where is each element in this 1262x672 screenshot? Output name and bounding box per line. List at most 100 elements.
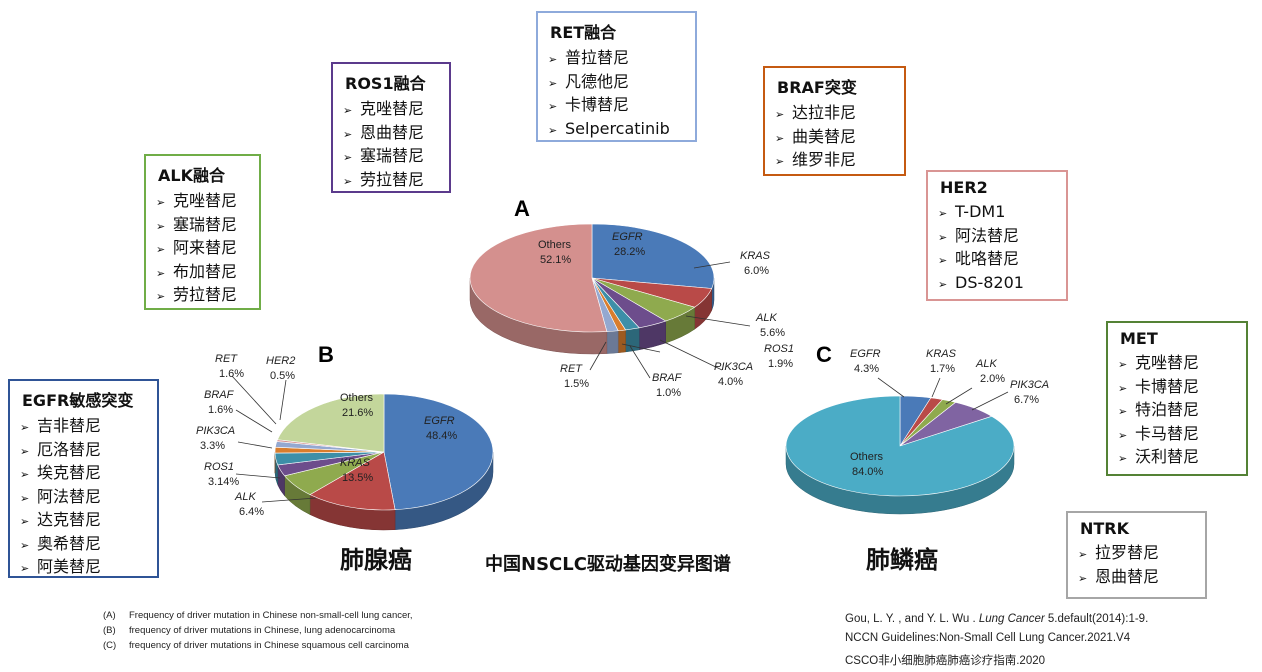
- arrow-bullet-icon: ➢: [1078, 571, 1088, 585]
- drug-name: 卡马替尼: [1135, 423, 1200, 443]
- drugbox-met-title: MET: [1120, 329, 1158, 348]
- value-label-alk: 6.4%: [239, 506, 264, 518]
- drug-name: 克唑替尼: [1135, 353, 1200, 372]
- drug-item: ➢ 凡德他尼: [548, 71, 695, 95]
- category-label-ros1: ROS1: [204, 461, 234, 473]
- drug-item: ➢ 恩曲替尼: [343, 122, 449, 146]
- drug-item: ➢ 劳拉替尼: [343, 169, 449, 193]
- drug-name: 埃克替尼: [37, 463, 102, 482]
- drugbox-alk: ALK融合 ➢ 克唑替尼 ➢ 塞瑞替尼 ➢ 阿来替尼 ➢ 布加替尼 ➢ 劳拉替尼: [144, 154, 261, 310]
- drug-item: ➢ 卡博替尼: [1118, 376, 1246, 400]
- pie-slice-kras: [309, 451, 396, 511]
- arrow-bullet-icon: ➢: [1118, 452, 1128, 465]
- category-label-alk: ALK: [755, 312, 777, 324]
- value-label-pik3ca: 6.7%: [1014, 394, 1039, 406]
- leader-line: [685, 315, 751, 327]
- drug-item: ➢ 维罗非尼: [775, 149, 904, 173]
- drug-name: 阿法替尼: [37, 486, 102, 506]
- drug-item: ➢ 阿法替尼: [938, 225, 1066, 249]
- value-label-alk: 2.0%: [980, 373, 1005, 385]
- arrow-bullet-icon: ➢: [343, 104, 353, 117]
- drugbox-ntrk-list: ➢ 拉罗替尼 ➢ 恩曲替尼: [1068, 542, 1205, 589]
- leader-line: [235, 473, 281, 479]
- drug-name: 克唑替尼: [173, 191, 238, 210]
- drug-item: ➢ 克唑替尼: [343, 98, 449, 122]
- leader-line: [589, 341, 607, 371]
- arrow-bullet-icon: ➢: [20, 562, 30, 575]
- drug-name: 奥希替尼: [37, 533, 102, 553]
- drug-name: 沃利替尼: [1135, 447, 1200, 466]
- drugbox-ros1: ROS1融合 ➢ 克唑替尼 ➢ 恩曲替尼 ➢ 塞瑞替尼 ➢ 劳拉替尼: [331, 62, 451, 193]
- value-label-egfr: 4.3%: [854, 363, 879, 375]
- category-label-others: Others: [340, 392, 374, 404]
- note-c: (C) frequency of driver mutations in Chin…: [103, 640, 409, 651]
- value-label-kras: 6.0%: [744, 265, 769, 277]
- drug-name: 恩曲替尼: [360, 122, 425, 142]
- arrow-bullet-icon: ➢: [548, 100, 558, 113]
- value-label-kras: 13.5%: [342, 472, 373, 484]
- arrow-bullet-icon: ➢: [156, 266, 166, 280]
- note-b: (B) frequency of driver mutations in Chin…: [103, 625, 396, 636]
- value-label-braf: 1.0%: [656, 387, 681, 399]
- value-label-her2: 0.5%: [270, 370, 295, 382]
- drug-name: 达克替尼: [37, 510, 102, 529]
- drug-name: 克唑替尼: [360, 99, 425, 118]
- drug-name: 阿美替尼: [37, 557, 102, 576]
- drug-name: 曲美替尼: [792, 126, 857, 146]
- value-label-pik3ca: 4.0%: [718, 376, 743, 388]
- leader-line: [693, 261, 731, 269]
- drugbox-ret-list: ➢ 普拉替尼 ➢ 凡德他尼 ➢ 卡博替尼 ➢ Selpercatinib: [538, 47, 695, 141]
- category-label-kras: KRAS: [340, 457, 371, 469]
- drugbox-egfr: EGFR敏感突变 ➢ 吉非替尼 ➢ 厄洛替尼 ➢ 埃克替尼 ➢ 阿法替尼 ➢ 达克替尼 ➢ 奥希替尼 ➢…: [8, 379, 159, 578]
- drug-name: DS-8201: [955, 272, 1024, 292]
- arrow-bullet-icon: ➢: [343, 174, 353, 188]
- drug-item: ➢ 奥希替尼: [20, 533, 157, 557]
- arrow-bullet-icon: ➢: [20, 491, 30, 505]
- value-label-pik3ca: 3.3%: [200, 440, 225, 452]
- pie-slice-egfr: [383, 393, 494, 511]
- leader-line: [629, 345, 651, 379]
- leader-line: [279, 379, 287, 421]
- arrow-bullet-icon: ➢: [1118, 405, 1128, 418]
- category-label-her2: HER2: [266, 355, 295, 367]
- drug-item: ➢ 达克替尼: [20, 509, 157, 533]
- drugbox-her2-list: ➢ T-DM1 ➢ 阿法替尼 ➢ 吡咯替尼 ➢ DS-8201: [928, 201, 1066, 295]
- arrow-bullet-icon: ➢: [20, 515, 30, 528]
- category-label-egfr: EGFR: [850, 348, 881, 360]
- drug-item: ➢ 埃克替尼: [20, 462, 157, 486]
- category-label-braf: BRAF: [652, 372, 683, 384]
- drugbox-braf-list: ➢ 达拉非尼 ➢ 曲美替尼 ➢ 维罗非尼: [765, 102, 904, 173]
- category-label-ret: RET: [215, 353, 238, 365]
- drug-name: 塞瑞替尼: [173, 214, 238, 234]
- arrow-bullet-icon: ➢: [1078, 548, 1088, 561]
- drug-name: 厄洛替尼: [37, 439, 102, 459]
- drug-name: 特泊替尼: [1135, 400, 1200, 419]
- category-label-braf: BRAF: [204, 389, 235, 401]
- category-label-others: Others: [538, 239, 572, 251]
- arrow-bullet-icon: ➢: [775, 131, 785, 145]
- drug-item: ➢ 克唑替尼: [156, 190, 259, 214]
- caption-squamous: 肺鳞癌: [866, 546, 938, 574]
- drugbox-ntrk-title: NTRK: [1080, 519, 1130, 538]
- drug-name: 卡博替尼: [1135, 376, 1200, 396]
- drug-item: ➢ 特泊替尼: [1118, 399, 1246, 423]
- drugbox-alk-title: ALK融合: [158, 166, 225, 185]
- reference-1: Gou, L. Y. , and Y. L. Wu . Lung Cancer …: [845, 613, 1149, 625]
- drug-name: 劳拉替尼: [360, 169, 425, 189]
- leader-line: [931, 377, 941, 398]
- arrow-bullet-icon: ➢: [20, 538, 30, 552]
- chart-letter-b: B: [318, 342, 334, 367]
- value-label-others: 84.0%: [852, 466, 883, 478]
- chart-letter-a: A: [514, 196, 530, 221]
- drug-item: ➢ 阿来替尼: [156, 237, 259, 261]
- leader-line: [659, 339, 723, 371]
- drug-item: ➢ 厄洛替尼: [20, 439, 157, 463]
- drugbox-her2: HER2 ➢ T-DM1 ➢ 阿法替尼 ➢ 吡咯替尼 ➢ DS-8201: [926, 170, 1068, 301]
- category-label-pik3ca: PIK3CA: [714, 361, 753, 373]
- drug-item: ➢ T-DM1: [938, 201, 1066, 225]
- arrow-bullet-icon: ➢: [20, 421, 30, 434]
- drug-name: 布加替尼: [173, 261, 238, 281]
- value-label-kras: 1.7%: [930, 363, 955, 375]
- drug-name: 达拉非尼: [792, 103, 857, 122]
- value-label-egfr: 48.4%: [426, 430, 457, 442]
